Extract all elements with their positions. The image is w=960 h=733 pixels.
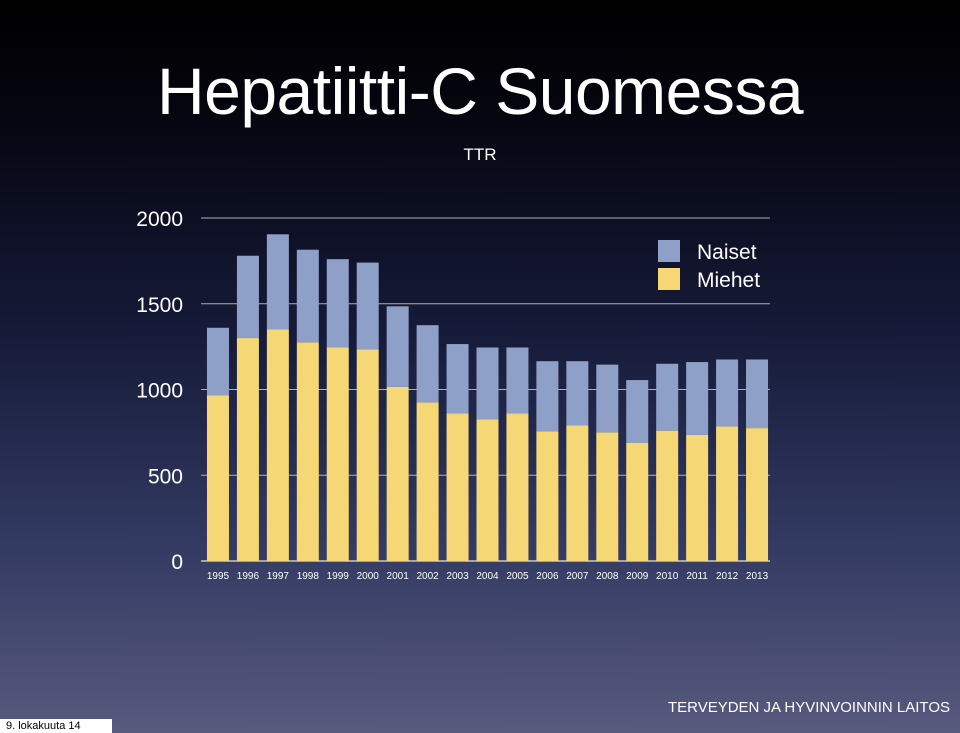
bar-miehet-1998 [296,342,319,561]
x-tick-labels: 1995 1996 1997 1998 1999 2000 2001 2002 2003 2004… [207,571,769,582]
x-tick-label: 1997 [267,571,290,582]
bar-miehet-2005 [506,413,529,561]
x-tick-label: 1998 [297,571,320,582]
bar-naiset-2013 [746,359,769,429]
bar-naiset-2005 [506,347,529,414]
slide-title: Hepatiitti-C Suomessa [156,54,804,128]
bar-miehet-2004 [476,419,499,561]
bar-miehet-2001 [386,386,409,561]
bar-naiset-2003 [446,344,469,414]
y-tick-label: 0 [171,551,183,574]
legend-swatch-miehet [658,268,680,290]
bar-naiset-2011 [686,362,709,435]
x-tick-label: 1996 [237,571,260,582]
bar-miehet-2013 [746,428,769,561]
x-tick-label: 2009 [626,571,649,582]
bar-miehet-2006 [536,431,559,561]
bar-miehet-2012 [716,426,739,561]
bars [206,234,769,561]
bar-miehet-2009 [626,442,649,561]
x-tick-label: 2010 [656,571,679,582]
bar-naiset-2008 [596,364,619,433]
bar-miehet-1997 [266,329,289,561]
x-tick-label: 2003 [446,571,469,582]
bar-naiset-2006 [536,361,559,432]
x-tick-label: 2000 [357,571,380,582]
y-tick-label: 500 [148,465,183,488]
organization-name: TERVEYDEN JA HYVINVOINNIN LAITOS [667,699,950,716]
x-tick-label: 2002 [416,571,439,582]
slide-date: 9. lokakuuta 14 [0,719,112,733]
bar-miehet-2000 [356,349,379,561]
bar-naiset-2012 [716,359,739,427]
x-tick-label: 2004 [476,571,499,582]
legend-label-naiset: Naiset [697,241,757,264]
y-tick-label: 1500 [136,294,183,317]
legend-swatch-naiset [658,240,680,262]
bar-miehet-2002 [416,402,439,561]
bar-naiset-2010 [656,363,679,431]
bar-naiset-2009 [626,380,649,443]
y-tick-label: 1000 [136,380,183,403]
bar-naiset-2007 [566,361,589,426]
bar-miehet-2008 [596,432,619,561]
bar-miehet-2007 [566,425,589,561]
x-tick-label: 1999 [327,571,350,582]
x-tick-label: 2008 [596,571,619,582]
bar-naiset-1996 [236,255,259,339]
y-tick-labels: 0 500 1000 1500 2000 [136,208,183,574]
legend-label-miehet: Miehet [697,269,760,292]
bar-naiset-1997 [266,234,289,330]
legend: Naiset Miehet [658,240,760,292]
x-tick-label: 2007 [566,571,589,582]
slide-subtitle: TTR [463,145,497,164]
x-tick-label: 2013 [746,571,769,582]
bar-naiset-1999 [326,259,349,348]
x-tick-label: 2011 [686,571,708,582]
bar-miehet-1996 [236,338,259,561]
bar-miehet-2003 [446,413,469,561]
y-tick-label: 2000 [136,208,183,231]
bar-naiset-2001 [386,306,409,387]
bar-miehet-1999 [326,347,349,561]
bar-naiset-1998 [296,249,319,343]
bar-naiset-2004 [476,347,499,420]
bar-miehet-2011 [686,434,709,561]
x-tick-label: 2012 [716,571,739,582]
x-tick-label: 2005 [506,571,529,582]
bar-naiset-2000 [356,262,379,350]
x-tick-label: 1995 [207,571,230,582]
bar-naiset-2002 [416,325,439,403]
bar-naiset-1995 [206,327,229,396]
bar-miehet-2010 [656,430,679,561]
bar-miehet-1995 [206,395,229,561]
x-tick-label: 2001 [387,571,410,582]
x-tick-label: 2006 [536,571,559,582]
